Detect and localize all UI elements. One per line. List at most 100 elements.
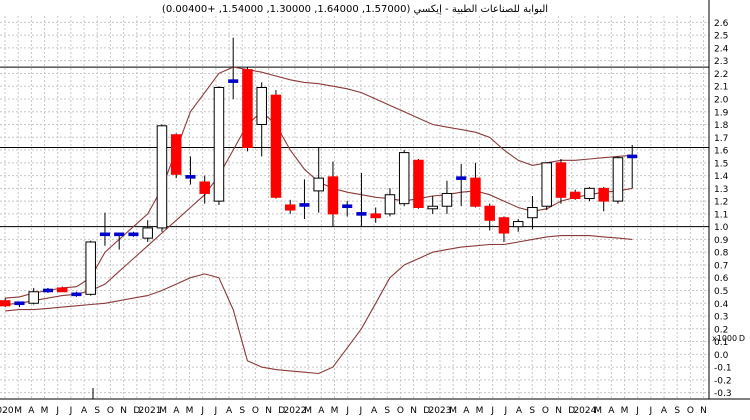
x-tick-label: O bbox=[397, 406, 404, 416]
x-tick-label: 2021 bbox=[139, 406, 162, 416]
chart-title: البوابة للصناعات الطبية - إيكسي (1.57000… bbox=[161, 4, 549, 15]
y-tick-label: -0.3 bbox=[714, 389, 732, 399]
x-tick-label: S bbox=[94, 406, 100, 416]
candle-body bbox=[327, 176, 339, 215]
candle-body bbox=[28, 291, 39, 304]
x-tick-label: M bbox=[594, 406, 602, 416]
y-tick-label: 0.6 bbox=[714, 274, 729, 284]
y-tick-label: 0.8 bbox=[714, 249, 729, 259]
x-tick-label: O bbox=[687, 406, 694, 416]
x-tick-label: N bbox=[265, 406, 272, 416]
x-tick-label: D bbox=[133, 406, 140, 416]
x-tick-label: A bbox=[463, 406, 470, 416]
candle-body bbox=[270, 94, 282, 198]
y-tick-label: 0.3 bbox=[714, 313, 728, 323]
x-tick-label: S bbox=[384, 406, 390, 416]
x-tick-label: M bbox=[159, 406, 167, 416]
x-tick-label: J bbox=[504, 406, 508, 416]
x-tick-label: M bbox=[621, 406, 629, 416]
x-tick-label: J bbox=[55, 406, 59, 416]
y-tick-label: 0.4 bbox=[714, 300, 729, 310]
x-tick-label: J bbox=[200, 406, 204, 416]
x-tick-label: A bbox=[81, 406, 88, 416]
x-tick-label: N bbox=[555, 406, 562, 416]
candle-body bbox=[598, 187, 609, 202]
y-tick-label: 0.7 bbox=[714, 261, 728, 271]
candle-body bbox=[512, 221, 524, 228]
x-tick-label: M bbox=[186, 406, 194, 416]
x-tick-label: S bbox=[674, 406, 680, 416]
y-tick-label: 1.6 bbox=[714, 147, 729, 157]
candle-body bbox=[456, 176, 467, 180]
candle-body bbox=[99, 232, 110, 237]
candle-body bbox=[527, 207, 538, 219]
x-tick-label: J bbox=[69, 406, 73, 416]
x-tick-label: J bbox=[490, 406, 494, 416]
y-tick-label: -0.1 bbox=[714, 364, 732, 374]
candle-body bbox=[612, 157, 624, 202]
candle-body bbox=[213, 86, 225, 202]
candle-body bbox=[114, 232, 125, 237]
bollinger-upper-line bbox=[5, 66, 633, 299]
candle-body bbox=[569, 191, 581, 200]
y-tick-label: 1.8 bbox=[714, 121, 729, 131]
candle-body bbox=[284, 204, 296, 211]
y-tick-label: -0.2 bbox=[714, 376, 732, 386]
candle-body bbox=[584, 187, 595, 200]
y-tick-label: 2.4 bbox=[714, 44, 729, 54]
candle-body bbox=[242, 69, 253, 148]
y-tick-label: 0.5 bbox=[714, 287, 728, 297]
y-tick-label: 2.3 bbox=[714, 57, 728, 67]
candle-body bbox=[170, 134, 182, 175]
candle-body bbox=[356, 212, 367, 216]
candle-body bbox=[313, 177, 324, 192]
candle-body bbox=[541, 162, 552, 207]
candle-body bbox=[128, 232, 139, 237]
x-tick-label: M bbox=[476, 406, 484, 416]
candle-body bbox=[555, 162, 567, 198]
y-tick-label: 0.1 bbox=[714, 338, 728, 348]
y-tick-label: 2.1 bbox=[714, 83, 728, 93]
candle-body bbox=[484, 205, 495, 221]
candle-body bbox=[299, 203, 310, 207]
x-tick-label: A bbox=[371, 406, 378, 416]
candle-body bbox=[413, 159, 424, 209]
candle-body bbox=[342, 204, 353, 209]
y-tick-label: 1.9 bbox=[714, 108, 729, 118]
x-tick-label: D bbox=[423, 406, 430, 416]
x-tick-label: N bbox=[120, 406, 127, 416]
candle-body bbox=[156, 125, 168, 229]
x-tick-label: J bbox=[648, 406, 652, 416]
y-tick-label: 1.7 bbox=[714, 134, 728, 144]
y-tick-label: 0.9 bbox=[714, 236, 729, 246]
y-tick-label: 1.5 bbox=[714, 159, 728, 169]
x-tick-label: J bbox=[214, 406, 218, 416]
x-tick-label: A bbox=[173, 406, 180, 416]
y-tick-label: 2.0 bbox=[714, 95, 729, 105]
x-tick-label: M bbox=[41, 406, 49, 416]
y-tick-label: 2.6 bbox=[714, 19, 729, 29]
x-tick-label: J bbox=[345, 406, 349, 416]
candle-body bbox=[498, 217, 510, 234]
x-tick-label: M bbox=[304, 406, 312, 416]
candle-body bbox=[470, 177, 481, 207]
candle-body bbox=[142, 227, 153, 239]
candle-body bbox=[42, 288, 54, 293]
candle-body bbox=[71, 292, 82, 297]
x-tick-label: A bbox=[516, 406, 523, 416]
x-tick-label: O bbox=[107, 406, 114, 416]
y-tick-label: 0.2 bbox=[714, 325, 728, 335]
candle-body bbox=[627, 154, 638, 159]
y-tick-label: 1.1 bbox=[714, 210, 728, 220]
candle-body bbox=[14, 301, 25, 306]
x-tick-label: A bbox=[318, 406, 325, 416]
x-tick-label: S bbox=[529, 406, 535, 416]
y-tick-label: 1.4 bbox=[714, 172, 729, 182]
unit-label: x1000 bbox=[712, 334, 737, 343]
y-tick-label: 1.2 bbox=[714, 198, 728, 208]
x-tick-label: D bbox=[568, 406, 575, 416]
x-tick-label: 2022 bbox=[284, 406, 307, 416]
x-tick-label: 020 bbox=[0, 406, 14, 416]
bollinger-lower-line bbox=[5, 235, 633, 375]
